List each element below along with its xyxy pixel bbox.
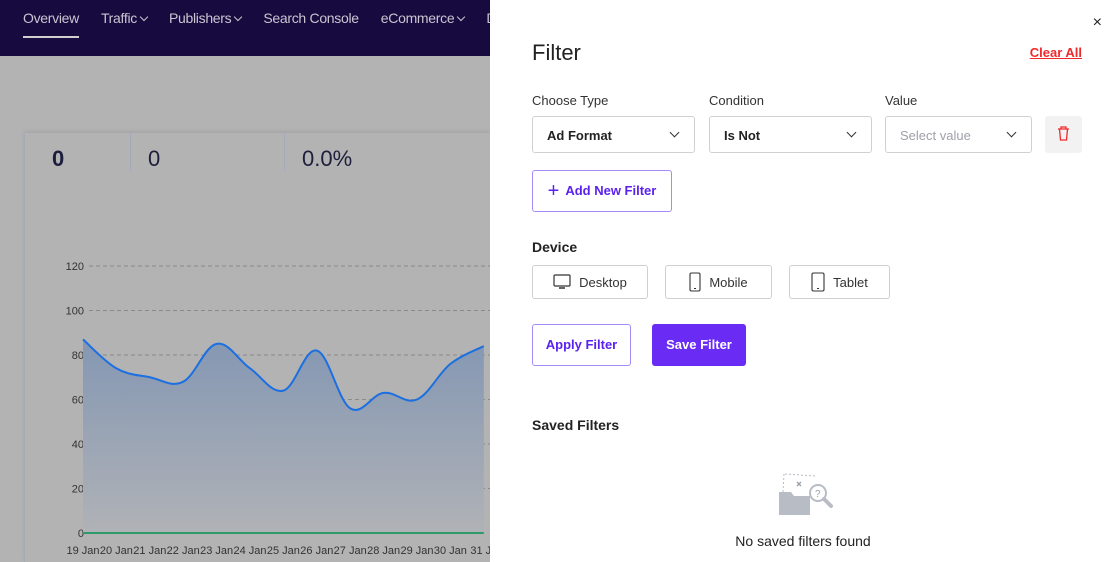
clear-all-link[interactable]: Clear All (1029, 45, 1082, 60)
device-tablet-button[interactable]: Tablet (789, 265, 890, 299)
choose-type-label: Choose Type (532, 93, 609, 108)
stat-value-2: 0 (148, 146, 161, 171)
chevron-down-icon (457, 12, 466, 22)
trash-icon (1058, 126, 1069, 141)
x-tick-label: 25 Jan (267, 545, 300, 557)
condition-label: Condition (709, 93, 764, 108)
device-heading: Device (532, 239, 578, 255)
selected-value: Is Not (724, 128, 761, 143)
nav-label: Overview (23, 10, 79, 26)
button-label: Desktop (579, 274, 627, 290)
y-tick-label: 60 (72, 395, 84, 407)
x-tick-label: 27 Jan (334, 545, 367, 557)
x-tick-label: 20 Jan (100, 545, 133, 557)
x-tick-label: 30 Jan (434, 545, 467, 557)
value-label: Value (885, 93, 918, 108)
button-label: Add New Filter (565, 183, 657, 198)
condition-select[interactable]: Is Not (709, 116, 872, 153)
x-tick-label: 28 Jan (367, 545, 400, 557)
selected-value: Ad Format (547, 128, 612, 143)
top-nav: Overview Traffic Publishers Search Conso… (0, 0, 490, 56)
x-tick-label: 31 Ja (470, 545, 490, 557)
apply-filter-button[interactable]: Apply Filter (532, 324, 631, 366)
empty-folder-search-icon: ? (779, 473, 833, 515)
close-icon[interactable]: × (1092, 14, 1102, 31)
nav-label: eCommerce (380, 10, 455, 26)
chevron-down-icon (1006, 127, 1017, 138)
x-tick-label: 24 Jan (233, 545, 266, 557)
nav-label: Publishers (168, 10, 232, 26)
empty-state-text: No saved filters found (735, 533, 871, 549)
y-tick-label: 40 (72, 439, 84, 451)
nav-overview[interactable]: Overview (23, 0, 79, 38)
x-tick-label: 26 Jan (300, 545, 333, 557)
nav-traffic[interactable]: Traffic (100, 0, 149, 38)
button-label: Tablet (833, 274, 868, 290)
tablet-icon (811, 272, 825, 292)
delete-filter-button[interactable] (1045, 116, 1082, 153)
nav-label: Search Console (263, 10, 359, 26)
choose-type-select[interactable]: Ad Format (532, 116, 695, 153)
y-tick-label: 20 (72, 484, 84, 496)
x-tick-label: 29 Jan (400, 545, 433, 557)
desktop-icon (553, 274, 571, 289)
y-tick-label: 80 (72, 350, 84, 362)
filter-drawer: × Filter Clear All Choose Type Condition… (490, 0, 1116, 562)
save-filter-button[interactable]: Save Filter (652, 324, 746, 366)
chevron-down-icon (139, 12, 149, 22)
series-area (83, 339, 484, 533)
nav-ecommerce[interactable]: eCommerce (380, 0, 466, 38)
saved-filters-heading: Saved Filters (532, 417, 620, 433)
nav-publishers[interactable]: Publishers (168, 0, 243, 38)
nav-label: Traffic (100, 10, 137, 26)
add-new-filter-button[interactable]: + Add New Filter (532, 170, 672, 212)
stat-value-1: 0 (52, 146, 65, 171)
device-mobile-button[interactable]: Mobile (665, 265, 772, 299)
x-tick-label: 21 Jan (133, 545, 166, 557)
value-select[interactable]: Select value (885, 116, 1032, 153)
x-tick-label: 19 Jan (66, 545, 99, 557)
value-placeholder: Select value (900, 128, 971, 143)
plus-icon: + (547, 180, 560, 202)
nav-more[interactable]: D (486, 0, 490, 38)
divider (284, 133, 285, 171)
nav-label: D (486, 10, 490, 26)
drawer-title: Filter (532, 40, 581, 65)
svg-text:?: ? (815, 489, 821, 500)
x-tick-label: 23 Jan (200, 545, 233, 557)
y-tick-label: 120 (66, 261, 84, 273)
y-tick-label: 0 (78, 528, 84, 540)
chevron-down-icon (234, 12, 243, 22)
device-desktop-button[interactable]: Desktop (532, 265, 648, 299)
x-tick-label: 22 Jan (167, 545, 200, 557)
chevron-down-icon (846, 127, 857, 138)
stat-value-3: 0.0% (302, 146, 353, 171)
button-label: Mobile (709, 274, 748, 290)
divider (130, 133, 131, 171)
y-tick-label: 100 (66, 306, 84, 318)
nav-search-console[interactable]: Search Console (263, 0, 359, 38)
mobile-icon (689, 272, 701, 292)
chevron-down-icon (669, 127, 680, 138)
